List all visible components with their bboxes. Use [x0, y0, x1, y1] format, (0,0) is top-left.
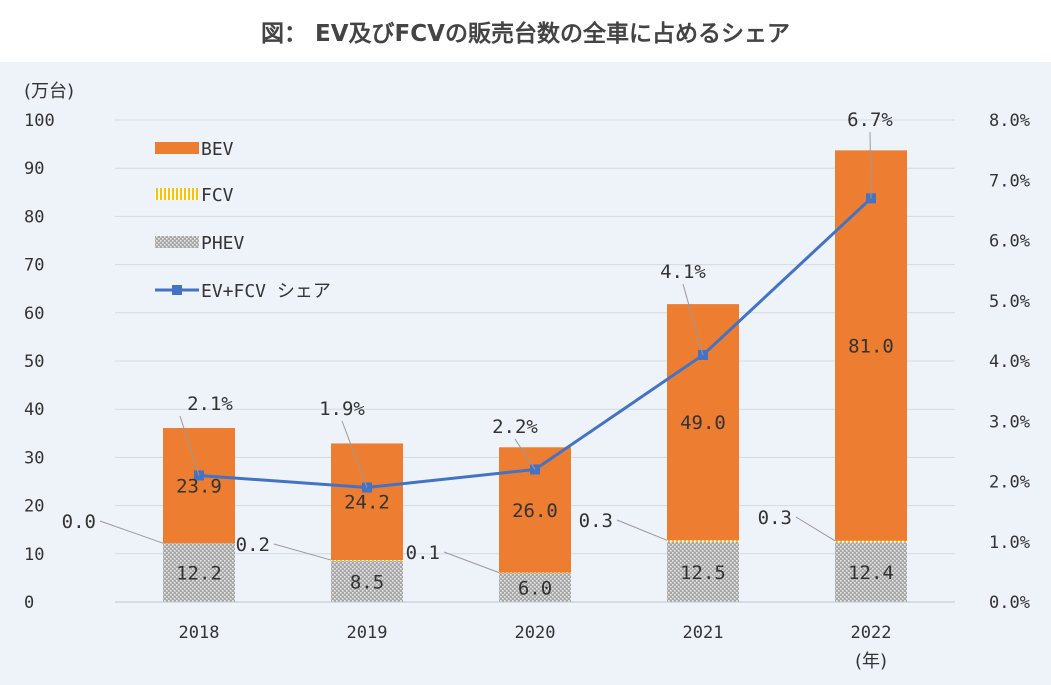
share-line [198, 197, 873, 490]
leader-line [869, 131, 872, 199]
leader-line [443, 551, 500, 574]
x-tick-label: 2018 [179, 623, 220, 643]
legend-label: PHEV [201, 233, 245, 254]
bar-fcv [667, 539, 739, 542]
y-tick-label: 60 [24, 304, 44, 324]
y2-tick-label: 3.0% [989, 412, 1030, 432]
label-bev: 49.0 [680, 412, 726, 434]
chart-title: 図： EV及びFCVの販売台数の全車に占めるシェア [261, 21, 790, 47]
label-fcv: 0.3 [758, 507, 792, 529]
y-tick-label: 80 [24, 207, 44, 227]
label-phev: 12.4 [848, 562, 894, 584]
leader-line [682, 283, 704, 356]
bar-phev [667, 541, 739, 602]
label-bev: 24.2 [344, 492, 390, 514]
label-fcv: 0.1 [406, 542, 440, 564]
y-tick-label: 90 [24, 159, 44, 179]
bar-phev [331, 561, 403, 602]
y-tick-label: 100 [24, 111, 55, 131]
y2-tick-label: 5.0% [989, 292, 1030, 312]
y2-tick-label: 8.0% [989, 111, 1030, 131]
bar-bev [835, 150, 907, 541]
leader-line [514, 438, 536, 470]
label-bev: 81.0 [848, 336, 894, 358]
legend-swatch [155, 236, 199, 248]
y-tick-label: 50 [24, 352, 44, 372]
label-phev: 6.0 [518, 578, 552, 600]
label-phev: 8.5 [350, 572, 384, 594]
legend-marker [172, 285, 182, 295]
label-share: 2.1% [187, 393, 233, 415]
y-axis-unit: (万台) [24, 81, 74, 102]
y-tick-label: 30 [24, 448, 44, 468]
leader-line [273, 543, 332, 561]
y-tick-label: 20 [24, 497, 44, 517]
legend-swatch [155, 142, 199, 154]
label-bev: 26.0 [512, 500, 558, 522]
label-phev: 12.5 [680, 562, 726, 584]
y2-tick-label: 7.0% [989, 171, 1030, 191]
legend-label: FCV [201, 185, 234, 206]
leader-line [795, 516, 836, 542]
label-fcv: 0.0 [62, 511, 96, 533]
leader-line [616, 519, 668, 541]
bar-fcv [835, 540, 907, 543]
x-tick-label: 2021 [683, 623, 724, 643]
bar-phev [499, 573, 571, 602]
legend-label: BEV [201, 139, 234, 160]
label-fcv: 0.2 [236, 534, 270, 556]
legend-swatch [155, 188, 199, 200]
y2-tick-label: 1.0% [989, 533, 1030, 553]
y2-tick-label: 2.0% [989, 473, 1030, 493]
y2-tick-label: 6.0% [989, 232, 1030, 252]
y-tick-label: 0 [24, 593, 34, 613]
x-tick-label: 2022 [851, 623, 892, 643]
y2-tick-label: 4.0% [989, 352, 1030, 372]
bar-bev [331, 443, 403, 561]
label-share: 2.2% [492, 416, 538, 438]
label-phev: 12.2 [176, 563, 222, 585]
leader-line [99, 520, 164, 544]
leader-line [341, 420, 368, 488]
bar-bev [667, 304, 739, 541]
bar-phev [163, 543, 235, 602]
bar-bev [163, 427, 235, 544]
x-tick-label: 2019 [347, 623, 388, 643]
label-fcv: 0.3 [579, 510, 613, 532]
y2-tick-label: 0.0% [989, 593, 1030, 613]
label-share: 6.7% [847, 109, 893, 131]
y-tick-label: 10 [24, 545, 44, 565]
x-tick-label: 2020 [515, 623, 556, 643]
y-tick-label: 40 [24, 400, 44, 420]
label-share: 1.9% [319, 398, 365, 420]
y-tick-label: 70 [24, 256, 44, 276]
label-bev: 23.9 [176, 476, 222, 498]
legend-label: EV+FCV シェア [201, 281, 331, 302]
label-share: 4.1% [660, 261, 706, 283]
leader-line [179, 415, 200, 476]
bar-phev [835, 542, 907, 602]
x-axis-unit: (年) [855, 651, 887, 672]
